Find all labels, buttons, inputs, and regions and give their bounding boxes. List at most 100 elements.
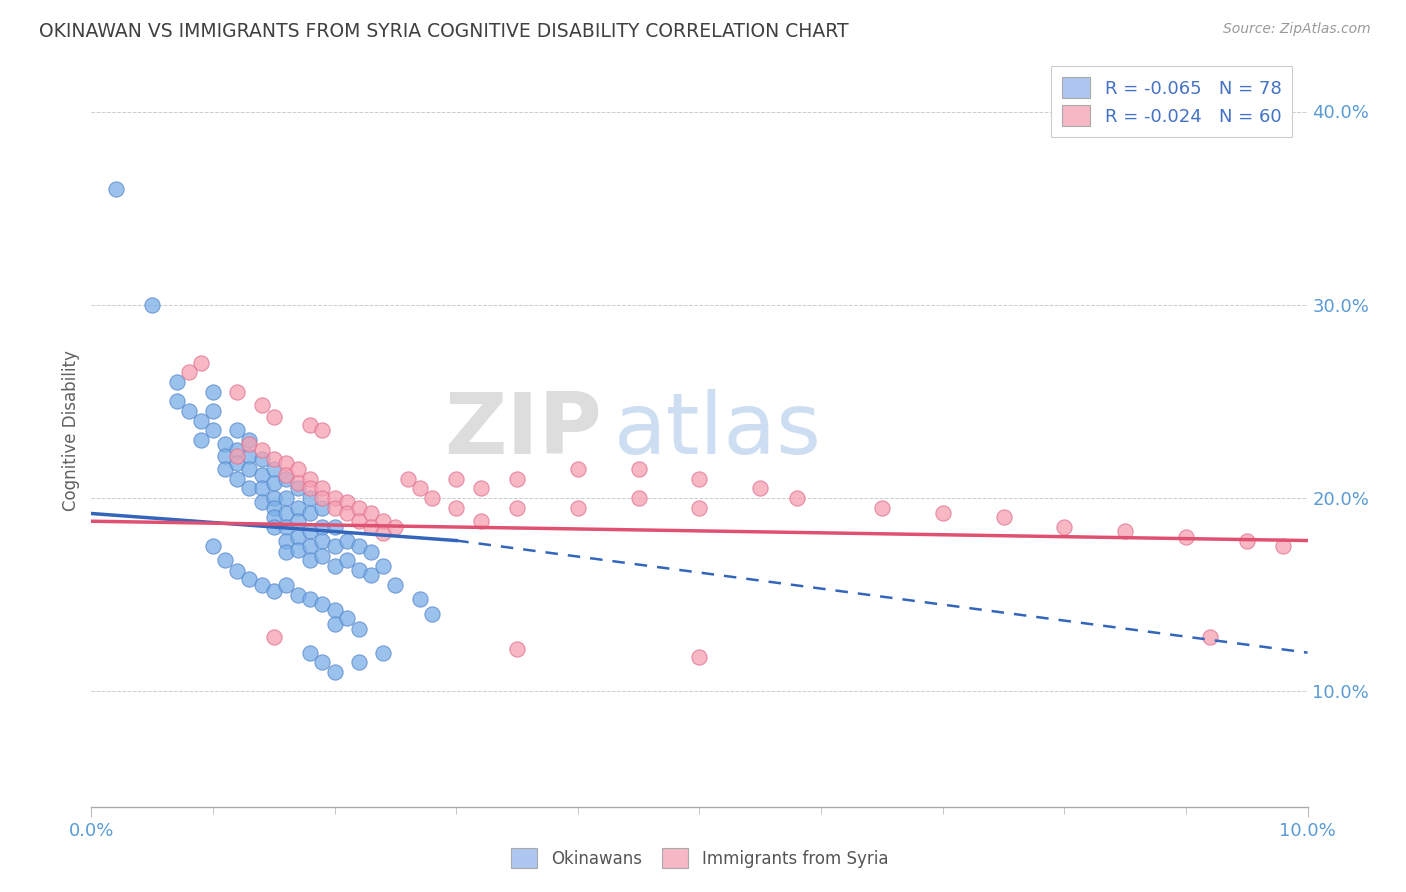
Point: [287, 475, 309, 490]
Point: [299, 646, 322, 660]
Point: [250, 452, 273, 467]
Point: [420, 607, 443, 621]
Point: [1199, 630, 1222, 644]
Point: [336, 507, 359, 521]
Point: [323, 491, 346, 505]
Point: [263, 409, 285, 424]
Point: [688, 649, 710, 664]
Point: [323, 665, 346, 679]
Point: [190, 414, 212, 428]
Text: atlas: atlas: [614, 389, 823, 472]
Point: [311, 549, 333, 563]
Point: [444, 500, 467, 515]
Point: [287, 514, 309, 528]
Point: [250, 495, 273, 509]
Point: [287, 543, 309, 558]
Point: [506, 500, 529, 515]
Point: [373, 525, 395, 540]
Point: [250, 578, 273, 592]
Point: [202, 384, 225, 399]
Point: [336, 611, 359, 625]
Point: [627, 462, 650, 476]
Point: [263, 583, 285, 598]
Point: [409, 482, 432, 496]
Point: [323, 616, 346, 631]
Point: [190, 433, 212, 447]
Point: [870, 500, 893, 515]
Point: [177, 366, 200, 380]
Point: [336, 553, 359, 567]
Point: [299, 591, 322, 606]
Point: [993, 510, 1015, 524]
Point: [347, 655, 370, 669]
Point: [1114, 524, 1136, 538]
Point: [347, 563, 370, 577]
Legend: Okinawans, Immigrants from Syria: Okinawans, Immigrants from Syria: [505, 842, 894, 874]
Point: [1236, 533, 1258, 548]
Point: [250, 467, 273, 482]
Point: [299, 553, 322, 567]
Y-axis label: Cognitive Disability: Cognitive Disability: [62, 350, 80, 511]
Point: [299, 491, 322, 505]
Point: [470, 482, 492, 496]
Point: [311, 500, 333, 515]
Point: [177, 404, 200, 418]
Point: [506, 472, 529, 486]
Point: [238, 462, 260, 476]
Point: [274, 533, 297, 548]
Point: [299, 482, 322, 496]
Point: [274, 545, 297, 559]
Point: [409, 591, 432, 606]
Point: [311, 655, 333, 669]
Point: [202, 539, 225, 553]
Point: [323, 558, 346, 573]
Point: [299, 417, 322, 432]
Point: [274, 520, 297, 534]
Point: [1272, 539, 1295, 553]
Point: [226, 472, 249, 486]
Point: [287, 530, 309, 544]
Point: [749, 482, 772, 496]
Point: [311, 520, 333, 534]
Point: [347, 514, 370, 528]
Point: [202, 424, 225, 438]
Point: [238, 437, 260, 451]
Point: [250, 482, 273, 496]
Point: [506, 641, 529, 656]
Point: [250, 398, 273, 412]
Point: [347, 500, 370, 515]
Point: [263, 491, 285, 505]
Point: [373, 558, 395, 573]
Point: [226, 565, 249, 579]
Point: [299, 524, 322, 538]
Point: [688, 472, 710, 486]
Point: [311, 533, 333, 548]
Point: [263, 520, 285, 534]
Point: [226, 456, 249, 470]
Point: [250, 442, 273, 457]
Point: [202, 404, 225, 418]
Point: [311, 482, 333, 496]
Point: [311, 598, 333, 612]
Point: [311, 491, 333, 505]
Point: [336, 533, 359, 548]
Point: [688, 500, 710, 515]
Point: [931, 507, 953, 521]
Point: [336, 495, 359, 509]
Point: [384, 520, 406, 534]
Point: [238, 482, 260, 496]
Point: [1174, 530, 1197, 544]
Point: [214, 462, 236, 476]
Point: [226, 424, 249, 438]
Point: [287, 462, 309, 476]
Point: [323, 603, 346, 617]
Text: OKINAWAN VS IMMIGRANTS FROM SYRIA COGNITIVE DISABILITY CORRELATION CHART: OKINAWAN VS IMMIGRANTS FROM SYRIA COGNIT…: [39, 22, 849, 41]
Point: [238, 433, 260, 447]
Text: ZIP: ZIP: [444, 389, 602, 472]
Point: [396, 472, 419, 486]
Point: [104, 182, 127, 196]
Point: [311, 424, 333, 438]
Point: [786, 491, 808, 505]
Point: [274, 456, 297, 470]
Point: [444, 472, 467, 486]
